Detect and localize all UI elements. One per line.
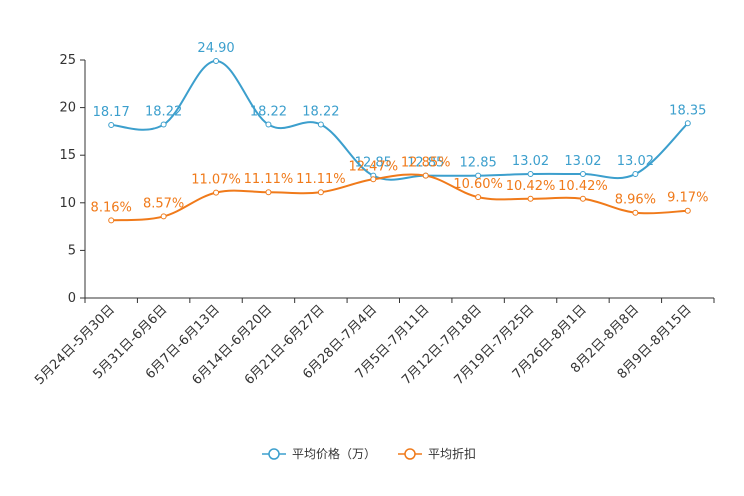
data-label: 18.35 [669,103,706,118]
data-label: 13.02 [564,154,601,169]
data-point [527,195,534,202]
data-label: 11.11% [244,172,294,187]
data-label: 24.90 [197,41,234,56]
legend-label: 平均折扣 [428,446,476,461]
data-point [475,172,482,179]
data-label: 12.85 [355,156,392,171]
legend: 平均价格（万） 平均折扣 [262,446,476,461]
data-point [213,57,220,64]
data-point [265,121,272,128]
data-point [422,172,429,179]
data-point [160,213,167,220]
data-point [632,171,639,178]
data-point [317,121,324,128]
data-label: 10.60% [453,177,503,192]
legend-marker-icon [268,448,280,460]
data-point [370,176,377,183]
legend-label: 平均价格（万） [292,446,376,461]
data-label: 12.85 [407,156,444,171]
data-label: 13.02 [617,154,654,169]
data-label: 18.22 [250,105,287,120]
data-point [317,189,324,196]
data-label: 8.16% [91,200,132,215]
legend-marker-icon [404,448,416,460]
data-label: 9.17% [667,191,708,206]
y-tick-label: 10 [59,196,76,211]
data-point [579,171,586,178]
data-label: 12.85 [460,156,497,171]
data-label: 13.02 [512,154,549,169]
series-line [111,173,688,222]
data-point [213,189,220,196]
data-label: 12.47% [349,159,399,174]
data-label: 8.96% [615,193,656,208]
data-label: 11.07% [191,173,241,188]
data-label: 10.42% [506,179,556,194]
data-label: 8.57% [143,196,184,211]
data-point [632,209,639,216]
data-point [475,194,482,201]
data-point [108,122,115,129]
data-point [684,120,691,127]
y-tick-label: 15 [59,148,76,163]
series-line [111,59,689,181]
y-tick-label: 25 [59,53,76,68]
data-label: 18.17 [93,105,130,120]
data-label: 12.85% [401,156,451,171]
y-tick-label: 0 [68,291,76,306]
series-1: 8.16% 8.57%11.07% 11.11% 11.11%12.47% 12.85%… [91,156,708,224]
data-label: 10.42% [558,179,608,194]
legend-item-0[interactable]: 平均价格（万） [262,446,376,461]
y-tick-label: 5 [68,243,76,258]
data-point [527,171,534,178]
data-label: 18.22 [302,105,339,120]
data-point [265,189,272,196]
data-point [108,217,115,224]
data-point [579,195,586,202]
legend-item-1[interactable]: 平均折扣 [398,446,476,461]
data-point [684,207,691,214]
y-tick-label: 20 [59,101,76,116]
data-label: 11.11% [296,172,346,187]
data-point [160,121,167,128]
data-label: 18.22 [145,105,182,120]
